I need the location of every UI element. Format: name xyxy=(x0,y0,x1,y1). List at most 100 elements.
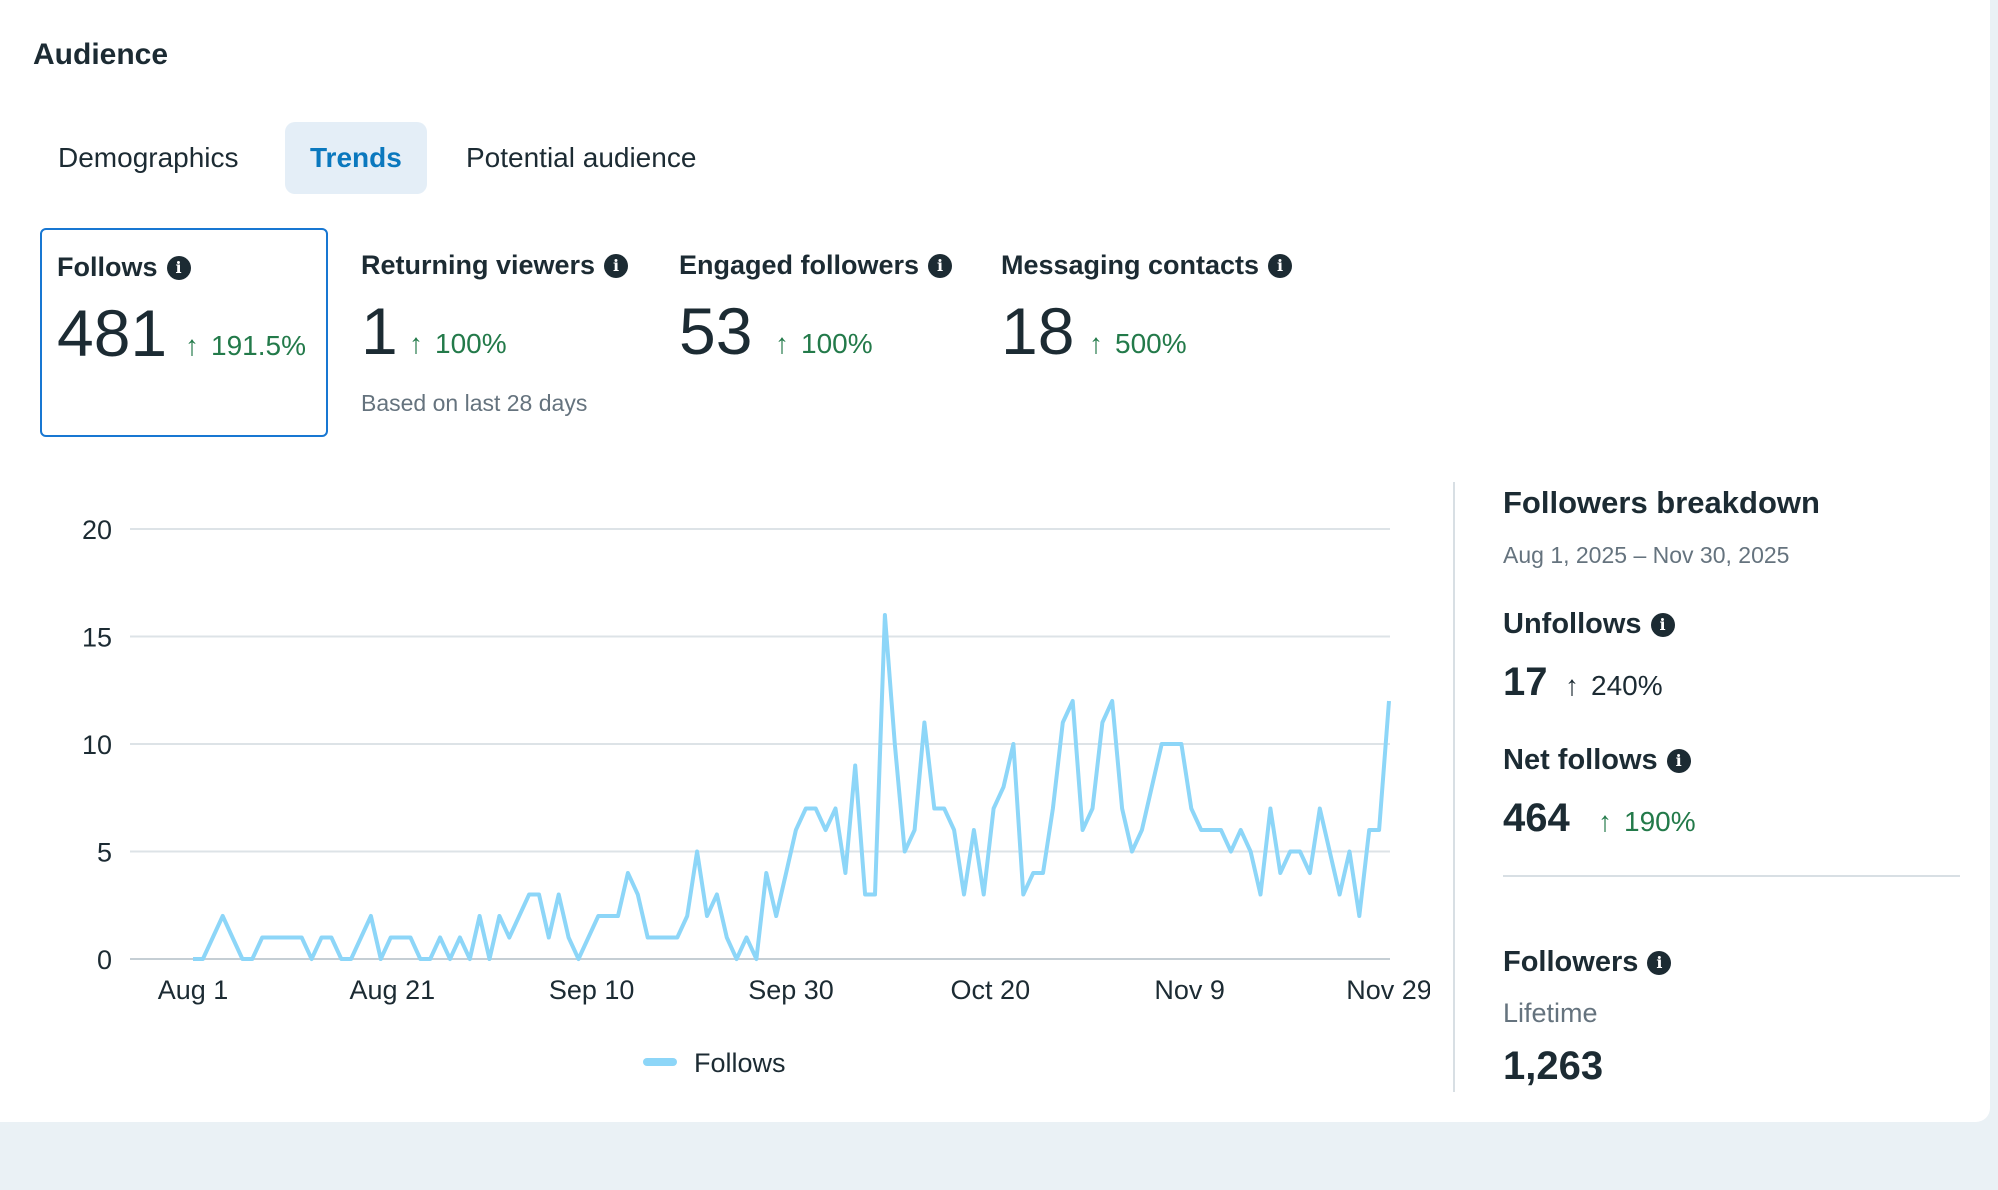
x-tick-label: Aug 21 xyxy=(350,975,436,1005)
data-point xyxy=(952,828,956,832)
data-point xyxy=(1189,807,1193,811)
data-point xyxy=(972,828,976,832)
metric-label-engaged-followers: Engaged followers i xyxy=(679,250,953,281)
x-tick-label: Sep 30 xyxy=(748,975,834,1005)
y-tick-label: 0 xyxy=(97,945,112,975)
data-point xyxy=(290,936,294,940)
legend-label: Follows xyxy=(694,1048,786,1078)
chart-legend: Follows xyxy=(643,1048,786,1078)
metric-value-messaging-contacts: 18 xyxy=(1001,294,1075,368)
breakdown-date-range: Aug 1, 2025 – Nov 30, 2025 xyxy=(1503,542,1790,568)
data-point xyxy=(240,957,244,961)
data-point xyxy=(1110,699,1114,703)
data-point xyxy=(250,957,254,961)
info-icon[interactable]: i xyxy=(1268,253,1293,278)
net-follows-value: 464 xyxy=(1503,796,1570,840)
data-point xyxy=(1130,850,1134,854)
metric-card-engaged-followers[interactable]: Engaged followers i 53 ↑ 100% xyxy=(679,228,959,433)
info-icon[interactable]: i xyxy=(604,253,629,278)
data-point xyxy=(339,957,343,961)
arrow-up-icon: ↑ xyxy=(1598,806,1612,837)
metric-change-text: 100% xyxy=(801,328,873,359)
y-tick-label: 15 xyxy=(82,623,112,653)
data-point xyxy=(280,936,284,940)
data-point xyxy=(1357,914,1361,918)
x-axis-ticks: Aug 1 Aug 21 Sep 10 Sep 30 Oct 20 Nov 9 Nov 29 xyxy=(158,975,1430,1005)
metric-change-messaging-contacts: ↑ 500% xyxy=(1089,328,1187,360)
info-icon[interactable]: i xyxy=(166,255,191,280)
data-point xyxy=(893,742,897,746)
data-point xyxy=(231,936,235,940)
unfollows-label: Unfollows i xyxy=(1503,608,1675,641)
data-point xyxy=(1199,828,1203,832)
data-point xyxy=(567,936,571,940)
followers-label: Followers i xyxy=(1503,946,1672,979)
data-point xyxy=(675,936,679,940)
metric-change-follows: ↑ 191.5% xyxy=(185,330,306,362)
data-point xyxy=(1081,828,1085,832)
data-point xyxy=(1002,785,1006,789)
vertical-divider xyxy=(1453,482,1455,1092)
net-follows-label-text: Net follows xyxy=(1503,744,1658,776)
data-point xyxy=(201,957,205,961)
data-point xyxy=(715,893,719,897)
data-point xyxy=(665,936,669,940)
audience-card: Audience Demographics Trends Potential a… xyxy=(0,0,1990,1122)
data-point xyxy=(1387,699,1391,703)
data-point xyxy=(1051,807,1055,811)
data-point xyxy=(685,914,689,918)
metric-value-engaged-followers: 53 xyxy=(679,294,753,368)
data-point xyxy=(1170,742,1174,746)
arrow-up-icon: ↑ xyxy=(409,328,423,359)
y-tick-label: 20 xyxy=(82,515,112,545)
arrow-up-icon: ↑ xyxy=(775,328,789,359)
page-title: Audience xyxy=(33,38,169,71)
data-point xyxy=(1229,850,1233,854)
metric-label-text: Messaging contacts xyxy=(1001,250,1260,280)
data-point xyxy=(270,936,274,940)
x-tick-label: Nov 9 xyxy=(1154,975,1225,1005)
metric-label-messaging-contacts: Messaging contacts i xyxy=(1001,250,1293,281)
metric-card-returning-viewers[interactable]: Returning viewers i 1 ↑ 100% Based on las… xyxy=(361,228,641,433)
horizontal-divider xyxy=(1503,875,1960,877)
unfollows-change: ↑ 240% xyxy=(1565,670,1663,702)
data-point xyxy=(1140,828,1144,832)
info-icon[interactable]: i xyxy=(928,253,953,278)
arrow-up-icon: ↑ xyxy=(1565,670,1579,701)
data-point xyxy=(1031,871,1035,875)
data-point xyxy=(547,936,551,940)
data-point xyxy=(913,828,917,832)
x-tick-label: Aug 1 xyxy=(158,975,229,1005)
data-point xyxy=(1328,850,1332,854)
data-point xyxy=(1100,721,1104,725)
metric-value-returning-viewers: 1 xyxy=(361,294,398,368)
data-point xyxy=(478,914,482,918)
follows-line-chart: 0 5 10 15 20 Aug 1 Aug 21 Sep 10 Sep 30 Oct 20 No… xyxy=(82,515,1430,1078)
metric-label-text: Engaged followers xyxy=(679,250,920,280)
tab-demographics[interactable]: Demographics xyxy=(58,142,239,173)
data-point xyxy=(1348,850,1352,854)
data-point xyxy=(814,807,818,811)
metric-card-messaging-contacts[interactable]: Messaging contacts i 18 ↑ 500% xyxy=(1001,228,1301,433)
data-point xyxy=(557,893,561,897)
metric-card-follows[interactable]: Follows i 481 ↑ 191.5% xyxy=(40,228,328,437)
metric-change-returning-viewers: ↑ 100% xyxy=(409,328,507,360)
data-point xyxy=(606,914,610,918)
tab-trends[interactable]: Trends xyxy=(285,122,427,194)
data-point xyxy=(982,893,986,897)
chart-series xyxy=(193,613,1391,961)
data-point xyxy=(1071,699,1075,703)
data-point xyxy=(448,957,452,961)
unfollows-value: 17 xyxy=(1503,660,1548,704)
data-point xyxy=(379,957,383,961)
data-point xyxy=(577,957,581,961)
info-icon[interactable]: i xyxy=(1647,950,1672,975)
info-icon[interactable]: i xyxy=(1650,612,1675,637)
x-tick-label: Sep 10 xyxy=(549,975,635,1005)
data-point xyxy=(458,936,462,940)
info-icon[interactable]: i xyxy=(1666,748,1691,773)
metric-label-returning-viewers: Returning viewers i xyxy=(361,250,629,281)
unfollows-label-text: Unfollows xyxy=(1503,608,1642,640)
tab-potential-audience[interactable]: Potential audience xyxy=(466,142,697,173)
data-point xyxy=(843,871,847,875)
